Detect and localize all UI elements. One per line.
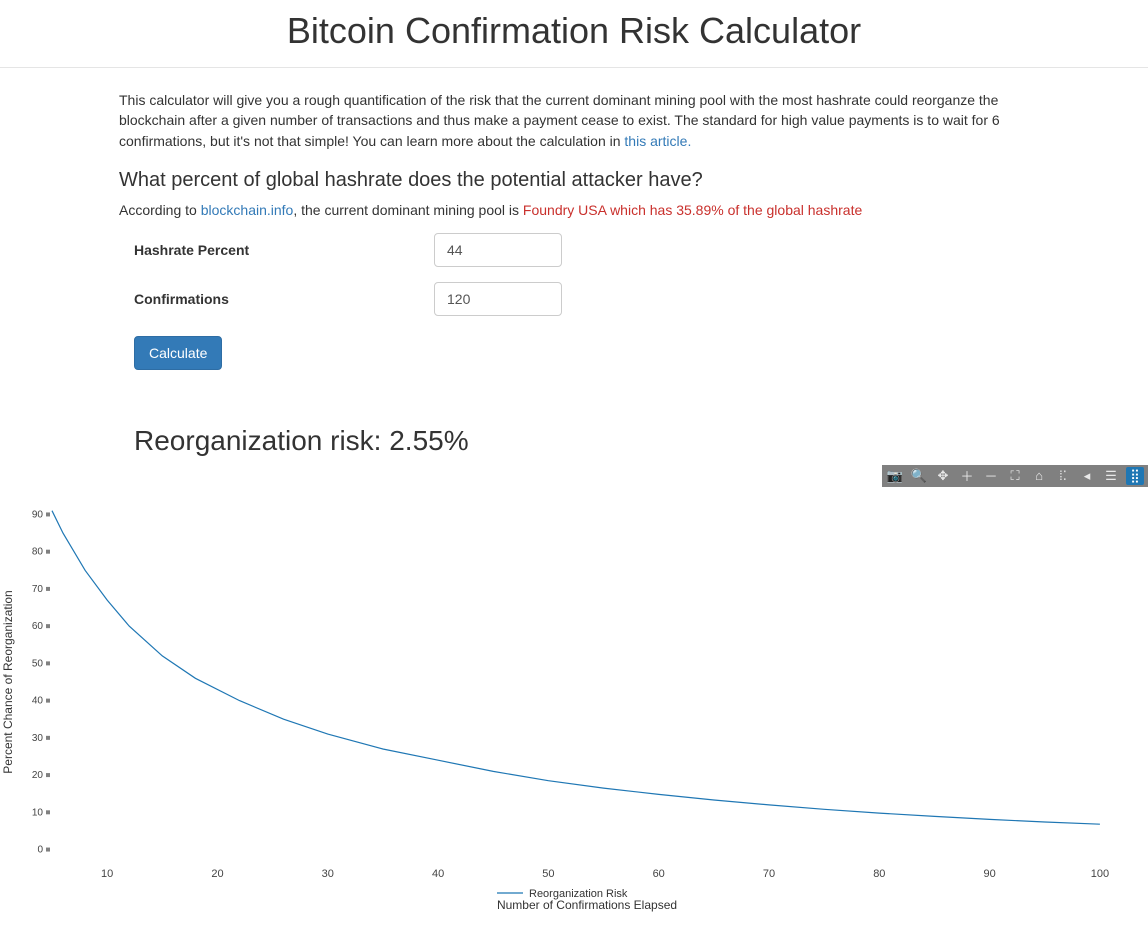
title-bar: Bitcoin Confirmation Risk Calculator: [0, 0, 1148, 68]
blockchain-info-link[interactable]: blockchain.info: [201, 202, 294, 218]
hashrate-input[interactable]: [434, 233, 562, 267]
result-heading: Reorganization risk: 2.55%: [134, 425, 1029, 457]
svg-text:80: 80: [873, 868, 885, 880]
svg-text:30: 30: [32, 733, 44, 744]
spike-icon[interactable]: ⁞⁚: [1054, 467, 1072, 485]
svg-text:90: 90: [32, 509, 44, 520]
pool-prefix: According to: [119, 202, 201, 218]
hover-icon[interactable]: ◂: [1078, 467, 1096, 485]
pool-mid: , the current dominant mining pool is: [293, 202, 523, 218]
svg-text:90: 90: [984, 868, 996, 880]
svg-text:60: 60: [32, 621, 44, 632]
reset-icon[interactable]: ⌂: [1030, 467, 1048, 485]
svg-text:40: 40: [32, 696, 44, 707]
calculate-button[interactable]: Calculate: [134, 336, 222, 370]
hashrate-question: What percent of global hashrate does the…: [119, 169, 1029, 192]
hashrate-form-group: Hashrate Percent: [119, 233, 1029, 267]
zoom-out-icon[interactable]: －: [982, 467, 1000, 485]
svg-text:40: 40: [432, 868, 444, 880]
confirmations-form-group: Confirmations: [119, 282, 1029, 316]
zoom-in-icon[interactable]: ＋: [958, 467, 976, 485]
svg-text:80: 80: [32, 547, 44, 558]
svg-text:30: 30: [322, 868, 334, 880]
autoscale-icon[interactable]: ⛶: [1006, 467, 1024, 485]
svg-text:100: 100: [1091, 868, 1109, 880]
pan-icon[interactable]: ✥: [934, 467, 952, 485]
svg-text:70: 70: [32, 584, 44, 595]
svg-text:20: 20: [211, 868, 223, 880]
svg-text:20: 20: [32, 770, 44, 781]
y-axis-label: Percent Chance of Reorganization: [1, 590, 15, 773]
description: This calculator will give you a rough qu…: [119, 90, 1029, 151]
x-axis-label: Number of Confirmations Elapsed: [497, 898, 677, 912]
page-title: Bitcoin Confirmation Risk Calculator: [0, 10, 1148, 52]
svg-text:50: 50: [542, 868, 554, 880]
camera-icon[interactable]: 📷: [886, 467, 904, 485]
zoom-icon[interactable]: 🔍: [910, 467, 928, 485]
risk-chart: 0 10 20 30 40 50 60 70 80 90 10 20 30 40 50 60 70 80 90 100…: [0, 487, 1140, 917]
svg-text:60: 60: [653, 868, 665, 880]
description-text: This calculator will give you a rough qu…: [119, 92, 1000, 149]
confirmations-label: Confirmations: [119, 291, 434, 307]
chart-area: 📷🔍✥＋－⛶⌂⁞⁚◂☰⣿ 010203040506070809010203040…: [0, 487, 1148, 917]
svg-text:70: 70: [763, 868, 775, 880]
hashrate-label: Hashrate Percent: [119, 242, 434, 258]
svg-text:50: 50: [32, 658, 44, 669]
svg-text:0: 0: [37, 844, 43, 855]
svg-text:10: 10: [32, 807, 44, 818]
confirmations-input[interactable]: [434, 282, 562, 316]
chart-toolbar: 📷 🔍 ✥ ＋ － ⛶ ⌂ ⁞⁚ ◂ ☰ ⣿: [882, 465, 1148, 487]
article-link[interactable]: this article.: [624, 133, 691, 149]
plotly-icon[interactable]: ⣿: [1126, 467, 1144, 485]
svg-text:10: 10: [101, 868, 113, 880]
compare-icon[interactable]: ☰: [1102, 467, 1120, 485]
content-container: This calculator will give you a rough qu…: [104, 90, 1044, 457]
dominant-pool-highlight: Foundry USA which has 35.89% of the glob…: [523, 202, 862, 218]
pool-info-line: According to blockchain.info, the curren…: [119, 202, 1029, 218]
